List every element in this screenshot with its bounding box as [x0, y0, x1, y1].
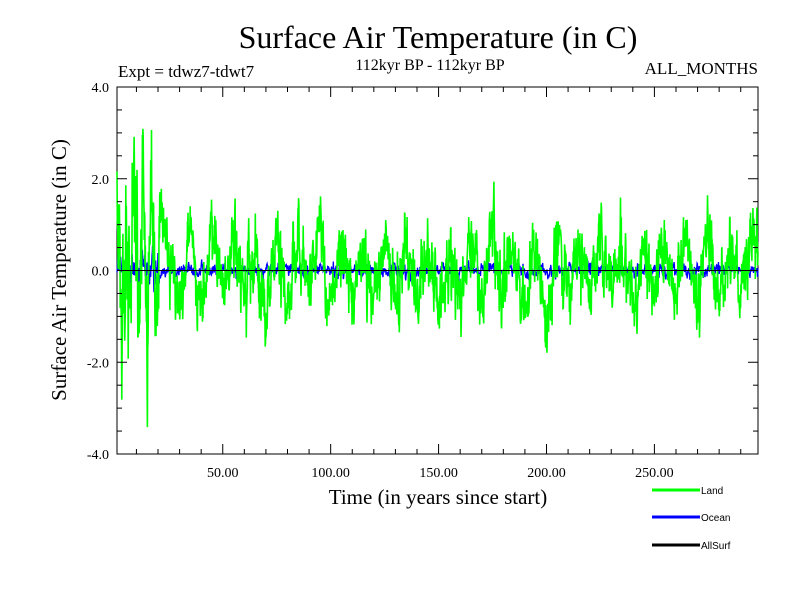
x-tick-label: 100.00	[311, 466, 350, 481]
y-tick-label: 0.0	[92, 265, 110, 280]
period-label: 112kyr BP - 112kyr BP	[355, 57, 504, 74]
series-line-land	[116, 128, 759, 428]
tick-layer: -4.0 -2.0 0.0 2.0 4.0 50.00 100.00 150.00 200.00…	[87, 81, 758, 481]
legend: Land Ocean AllSurf	[652, 486, 731, 552]
x-tick-label: 250.00	[635, 466, 674, 481]
experiment-label: Expt = tdwz7-tdwt7	[118, 62, 255, 81]
y-tick-label: 2.0	[92, 173, 110, 188]
y-tick-label: 4.0	[92, 81, 110, 96]
x-tick-label: 50.00	[207, 466, 239, 481]
legend-item-land: Ocean	[652, 513, 730, 524]
x-axis-label: Time (in years since start)	[329, 485, 548, 509]
x-tick-label: 150.00	[419, 466, 458, 481]
months-label: ALL_MONTHS	[645, 59, 758, 78]
legend-item-ocean: Land	[652, 486, 723, 497]
legend-label-allsurf: AllSurf	[701, 541, 731, 552]
plot-area: -4.0 -2.0 0.0 2.0 4.0 50.00 100.00 150.00 200.00…	[87, 81, 759, 481]
legend-item-allsurf: AllSurf	[652, 541, 731, 552]
series-layer	[116, 128, 759, 428]
x-tick-label: 200.00	[527, 466, 566, 481]
y-axis-label: Surface Air Temperature (in C)	[47, 139, 71, 401]
legend-label-land: Ocean	[701, 513, 730, 524]
y-tick-label: -2.0	[87, 356, 109, 371]
y-tick-label: -4.0	[87, 448, 109, 463]
legend-label-ocean: Land	[701, 486, 723, 497]
chart-title: Surface Air Temperature (in C)	[239, 19, 638, 55]
